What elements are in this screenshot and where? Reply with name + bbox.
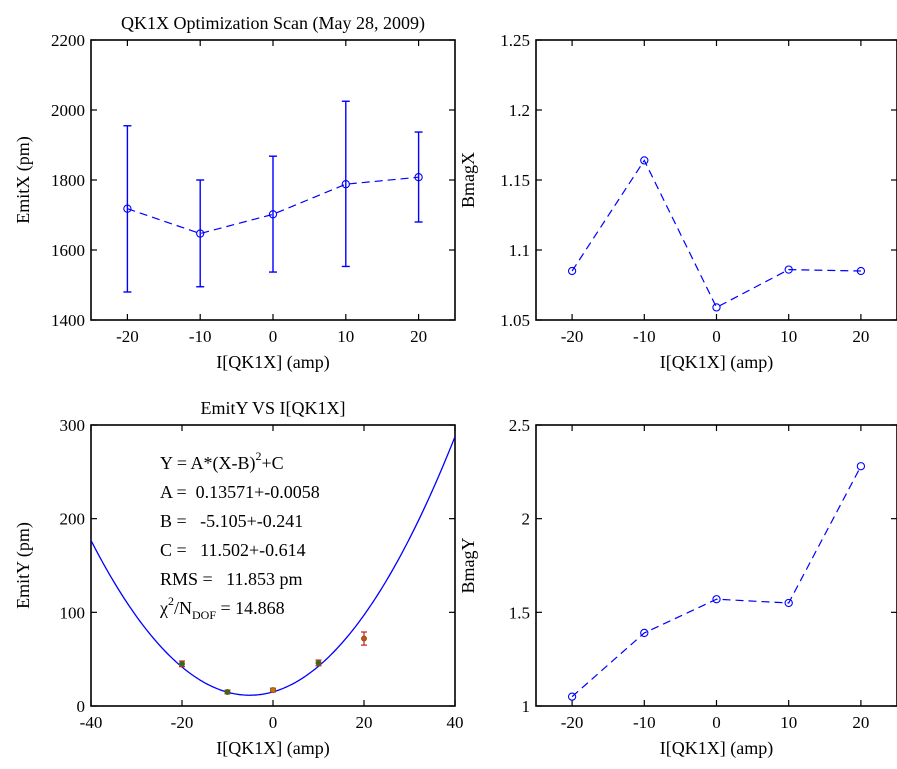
chart-panel-2: -20 -10 0 10 20 1.05 1.1 1.15 1.2 1.25 I[QK1X] (am… [458,31,897,373]
x-tick-label: -10 [633,327,656,346]
y-tick-label: 2200 [51,31,85,50]
chart-panel-1: -20 -10 0 10 20 1400 1600 1800 2000 2200 I[QK1X] (… [13,13,456,373]
y-tick-label: 1.1 [509,241,530,260]
x-tick-label: 0 [712,713,721,732]
fit-results-text: Y = A*(X-B)2+C A = 0.13571+-0.0058 B = -… [159,449,320,622]
y-tick-label: 1.2 [509,101,530,120]
y-tick-label: 0 [77,697,86,716]
data-point [567,692,577,701]
data-point [712,595,721,604]
data-point [196,229,205,238]
chart-panel-4: -20 -10 0 10 20 1 1.5 2 2.5 I[QK1X] (amp) BmagY [458,416,897,759]
x-tick-label: -10 [189,327,212,346]
y-tick-label: 100 [60,603,86,622]
y-axis-label: EmitY (pm) [13,522,34,609]
y-tick-label: 1.15 [500,171,530,190]
data-point [784,265,793,274]
plot-area [91,436,455,696]
y-tick-label: 1.25 [500,31,530,50]
x-tick-label: 0 [269,327,278,346]
y-axis-label: BmagY [458,538,478,594]
fit-equation: Y = A*(X-B)2+C [160,449,284,474]
x-axis-label: I[QK1X] (amp) [216,352,329,373]
x-tick-label: -40 [80,713,103,732]
series-line [571,465,862,698]
y-tick-label: 200 [60,510,86,529]
data-point [269,687,276,694]
x-tick-label: -20 [561,327,584,346]
x-tick-label: 0 [269,713,278,732]
y-tick-label: 1 [522,697,531,716]
plot-area [123,100,423,293]
data-point [784,598,793,608]
fit-param-a: A = 0.13571+-0.0058 [160,482,320,502]
x-tick-label: 10 [337,327,354,346]
plot-frame [535,39,897,321]
data-point [123,204,132,213]
fit-chi2: χ2/NDOF = 14.868 [159,594,285,622]
data-point [856,462,866,471]
data-point [268,210,278,219]
plot-frame [535,424,897,707]
x-axis-label: I[QK1X] (amp) [660,738,773,759]
data-point [224,688,231,695]
y-tick-label: 1.05 [500,311,530,330]
fit-rms: RMS = 11.853 pm [160,569,303,589]
chart-panel-3: -40 -20 0 20 40 0 100 200 300 I[QK1X] (amp) EmitY … [13,398,464,759]
x-tick-label: 0 [712,327,721,346]
x-tick-label: -20 [561,713,584,732]
y-tick-label: 1400 [51,311,85,330]
y-tick-label: 1600 [51,241,85,260]
x-tick-label: -10 [633,713,656,732]
y-tick-label: 1800 [51,171,85,190]
x-tick-label: -20 [116,327,139,346]
x-axis-label: I[QK1X] (amp) [660,352,773,373]
y-tick-label: 2.5 [509,416,530,435]
x-tick-label: 10 [780,713,797,732]
y-tick-label: 300 [60,416,86,435]
x-tick-label: 10 [780,327,797,346]
plot-area [567,156,866,312]
data-point [712,303,721,312]
data-point [640,628,649,638]
data-point [567,266,577,276]
data-point [856,266,866,276]
y-axis-label: BmagX [458,152,478,208]
fit-param-c: C = 11.502+-0.614 [160,540,306,560]
x-tick-label: -20 [171,713,194,732]
y-tick-label: 2000 [51,101,85,120]
data-point [640,156,649,165]
data-point [178,660,185,667]
y-tick-label: 1.5 [509,603,530,622]
data-point [315,659,322,666]
x-axis-label: I[QK1X] (amp) [216,738,329,759]
x-tick-label: 20 [852,327,869,346]
series-line [571,159,861,309]
x-tick-label: 20 [852,713,869,732]
data-point [360,635,367,642]
y-axis-label: EmitX (pm) [13,136,34,224]
chart-title: EmitY VS I[QK1X] [201,398,346,418]
chart-title: QK1X Optimization Scan (May 28, 2009) [121,13,425,34]
plot-area [567,462,866,701]
data-point [414,173,423,182]
fit-param-b: B = -5.105+-0.241 [160,511,303,531]
x-tick-label: 20 [356,713,373,732]
y-tick-label: 2 [522,510,531,529]
fit-curve [91,436,455,696]
data-point [341,180,350,189]
x-tick-label: 40 [447,713,464,732]
x-tick-label: 20 [410,327,427,346]
